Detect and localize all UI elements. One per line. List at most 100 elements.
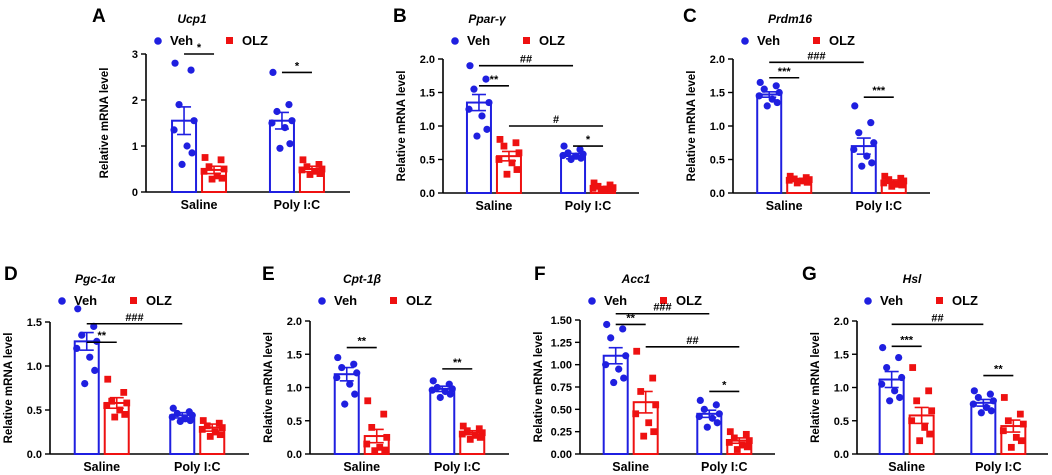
y-tick-label: 2.0 [710, 54, 725, 66]
legend-olz-marker [523, 37, 530, 44]
data-point [851, 102, 859, 110]
data-point [334, 353, 342, 362]
y-tick-label: 2.0 [420, 54, 435, 66]
data-point [974, 393, 982, 402]
y-tick-label: 0.75 [551, 382, 572, 394]
x-category-label: Poly I:C [701, 460, 748, 474]
panel-e: E Cpt-1β Veh OLZ 0.0 0.5 1.0 1.5 2.0 Relative mRN… [262, 264, 509, 474]
data-point [215, 419, 223, 427]
data-point [108, 397, 116, 405]
data-point [696, 396, 704, 404]
data-point [273, 107, 281, 116]
data-point [476, 433, 484, 441]
data-point [346, 380, 354, 388]
y-tick-label: 1.25 [551, 337, 572, 349]
legend-olz-marker [226, 37, 233, 44]
data-point [216, 431, 224, 439]
data-point [925, 387, 933, 395]
legend-veh-marker [864, 297, 872, 305]
data-point [893, 180, 901, 188]
data-point [632, 410, 640, 418]
x-category-label: Poly I:C [174, 460, 221, 474]
x-category-label: Poly I:C [856, 199, 903, 213]
legend-veh-marker [741, 37, 749, 45]
panel-title: Hsl [903, 272, 922, 286]
data-point [198, 425, 206, 433]
data-point [633, 347, 641, 355]
significance-label: *** [872, 85, 886, 97]
legend: Veh OLZ [318, 293, 432, 308]
bar [602, 354, 629, 456]
x-category-label: Poly I:C [274, 198, 321, 212]
legend-olz-label: OLZ [146, 293, 172, 308]
y-axis-label: Relative mRNA level [533, 332, 545, 443]
panel-b: B Ppar-γ Veh OLZ 0.0 0.5 1.0 1.5 2.0 Relative mRN… [393, 6, 639, 213]
data-point [93, 337, 101, 345]
data-point [703, 423, 711, 431]
data-point [896, 393, 904, 402]
data-point [620, 374, 628, 382]
data-point [886, 397, 894, 405]
data-point [303, 163, 311, 171]
y-tick-label: 0.5 [27, 405, 42, 417]
legend: Veh OLZ [864, 293, 978, 308]
data-point [650, 428, 658, 436]
data-point [171, 59, 179, 67]
legend-veh-marker [58, 297, 66, 305]
panel-letter: C [683, 6, 697, 27]
y-tick-label: 1.0 [287, 383, 302, 395]
legend: Veh OLZ [58, 293, 172, 308]
data-point [726, 428, 734, 436]
data-point [987, 407, 995, 415]
data-point [503, 170, 511, 178]
data-point [640, 432, 648, 440]
data-point [649, 374, 657, 382]
data-point [383, 433, 391, 441]
data-point [429, 377, 437, 385]
data-point [900, 177, 908, 185]
data-point [1019, 420, 1027, 428]
y-tick-label: 0.0 [710, 188, 725, 200]
data-point [878, 380, 886, 388]
data-point [90, 322, 98, 330]
y-tick-label: 0.25 [551, 427, 572, 439]
legend-veh-marker [588, 297, 596, 305]
data-point [913, 397, 921, 405]
data-point [772, 82, 780, 90]
legend-olz-label: OLZ [242, 33, 268, 48]
data-point [868, 159, 876, 167]
data-point [104, 375, 112, 383]
bar [756, 93, 783, 194]
data-point [1017, 437, 1025, 445]
significance-label: ** [453, 357, 462, 369]
data-point [463, 427, 471, 435]
data-point [850, 145, 858, 154]
data-point [306, 171, 314, 178]
data-point [742, 430, 750, 438]
data-point [116, 406, 124, 414]
data-point [458, 430, 466, 438]
legend-veh-label: Veh [74, 293, 97, 308]
y-tick-label: 1.0 [27, 361, 42, 373]
data-point [208, 175, 216, 183]
data-point [700, 405, 708, 413]
data-point [217, 156, 225, 164]
data-point [341, 400, 349, 408]
data-point [708, 414, 716, 422]
x-category-label: Saline [476, 199, 513, 213]
data-point [338, 363, 346, 372]
panel-letter: D [4, 264, 18, 285]
y-tick-label: 0.5 [287, 416, 302, 428]
data-point [898, 373, 906, 382]
data-point [473, 132, 481, 140]
data-point [1004, 417, 1012, 425]
x-category-label: Saline [181, 198, 218, 212]
data-point [898, 181, 906, 189]
legend-olz-marker [813, 37, 820, 44]
data-point [1016, 410, 1024, 418]
data-point [466, 62, 474, 70]
data-point [268, 119, 276, 127]
data-point [645, 419, 653, 427]
y-tick-label: 1.0 [710, 121, 725, 133]
data-point [855, 129, 863, 137]
